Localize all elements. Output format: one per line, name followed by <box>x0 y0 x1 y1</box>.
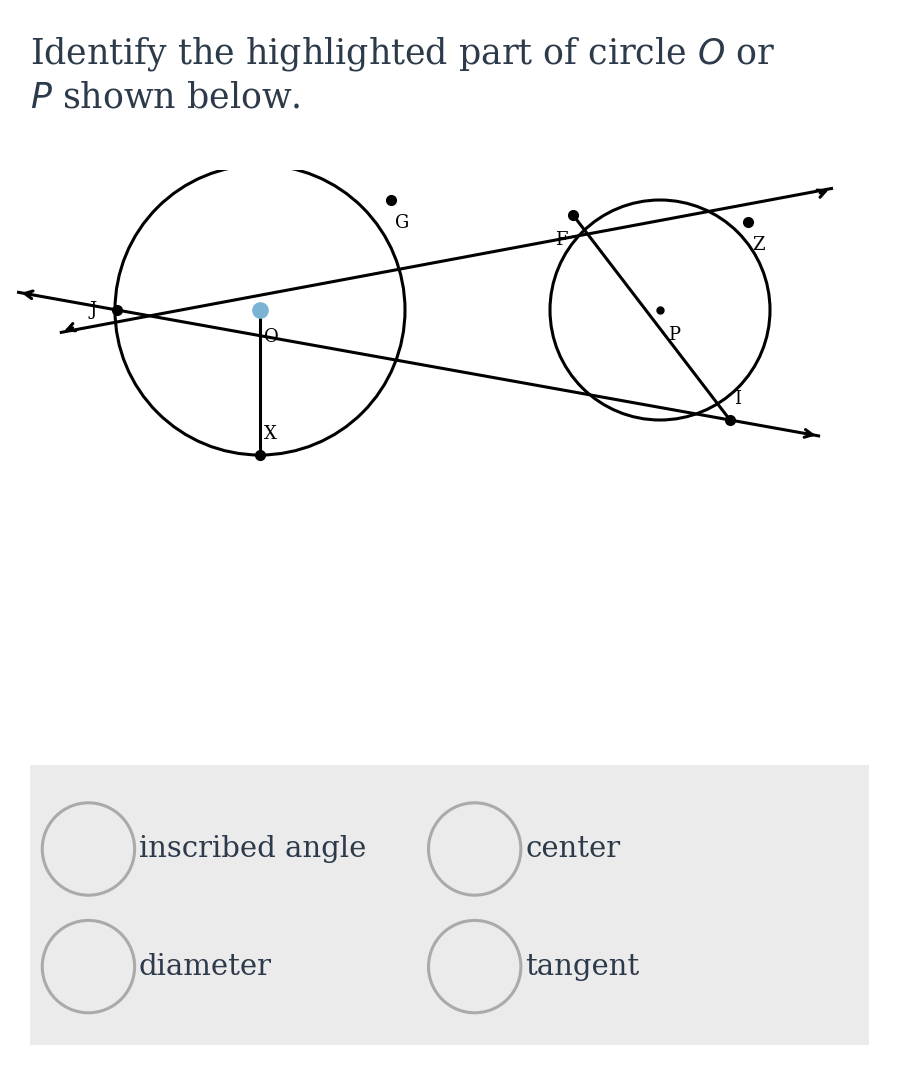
Text: inscribed angle: inscribed angle <box>138 835 366 863</box>
Text: center: center <box>525 835 620 863</box>
Text: Identify the highlighted part of circle $O$ or: Identify the highlighted part of circle … <box>30 35 775 73</box>
Text: tangent: tangent <box>525 952 639 981</box>
Text: Z: Z <box>752 236 765 253</box>
Text: O: O <box>264 328 279 346</box>
Text: G: G <box>395 214 409 232</box>
FancyBboxPatch shape <box>4 756 895 1053</box>
Text: $P$ shown below.: $P$ shown below. <box>30 80 300 114</box>
Text: P: P <box>668 326 680 344</box>
Text: I: I <box>734 390 741 408</box>
Text: X: X <box>264 425 277 443</box>
Text: J: J <box>90 301 97 320</box>
Text: F: F <box>556 231 568 249</box>
Text: diameter: diameter <box>138 952 271 981</box>
